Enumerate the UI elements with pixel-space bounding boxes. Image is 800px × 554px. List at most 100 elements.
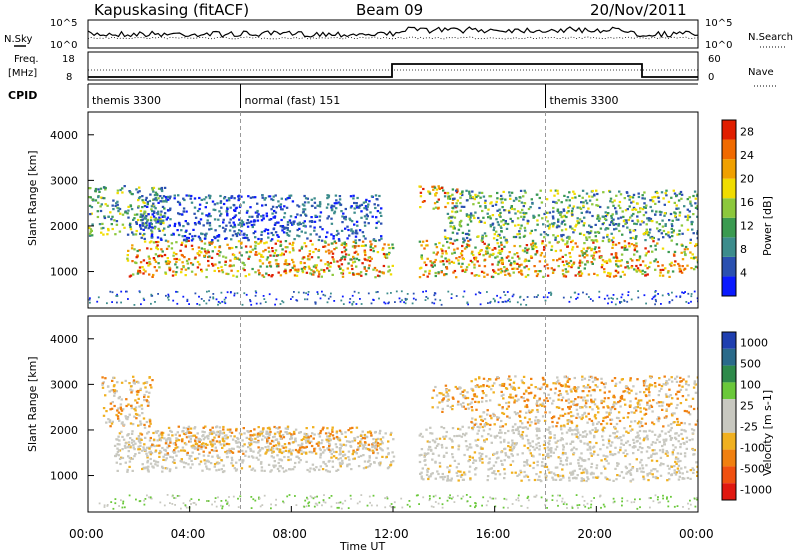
- echo-cell: [495, 218, 498, 221]
- echo-cell: [311, 451, 314, 454]
- echo-cell: [449, 225, 452, 228]
- echo-cell: [362, 444, 365, 447]
- echo-cell: [398, 297, 401, 300]
- echo-cell: [152, 438, 156, 441]
- echo-cell: [533, 478, 537, 482]
- echo-cell: [256, 202, 259, 205]
- echo-cell: [133, 213, 137, 216]
- echo-cell: [655, 452, 658, 455]
- echo-cell: [146, 247, 149, 250]
- echo-cell: [503, 468, 506, 471]
- echo-cell: [357, 244, 360, 248]
- echo-cell: [446, 212, 450, 215]
- echo-cell: [222, 431, 226, 434]
- echo-cell: [354, 239, 357, 242]
- echo-cell: [285, 469, 288, 472]
- echo-cell: [392, 455, 396, 458]
- echo-cell: [377, 444, 380, 447]
- echo-cell: [140, 433, 144, 436]
- echo-cell: [691, 438, 694, 441]
- echo-cell: [165, 439, 168, 442]
- echo-cell: [106, 385, 110, 388]
- echo-cell: [642, 232, 645, 235]
- echo-cell: [277, 271, 280, 274]
- echo-cell: [512, 235, 516, 239]
- echo-cell: [187, 258, 191, 261]
- echo-cell: [228, 229, 232, 232]
- echo-cell: [356, 253, 360, 256]
- echo-cell: [162, 222, 165, 225]
- echo-cell: [146, 218, 150, 221]
- echo-cell: [346, 463, 349, 466]
- echo-cell: [298, 249, 301, 252]
- echo-cell: [592, 239, 595, 242]
- echo-cell: [115, 413, 118, 417]
- echo-cell: [595, 189, 598, 192]
- echo-cell: [320, 239, 324, 242]
- echo-cell: [439, 260, 442, 263]
- echo-cell: [273, 435, 276, 438]
- echo-cell: [420, 244, 423, 247]
- echo-cell: [338, 437, 341, 440]
- echo-cell: [457, 470, 460, 473]
- echo-cell: [674, 460, 677, 463]
- echo-cell: [474, 193, 477, 196]
- echo-cell: [486, 273, 489, 276]
- echo-cell: [141, 467, 144, 471]
- echo-cell: [471, 426, 474, 430]
- echo-cell: [395, 290, 398, 293]
- echo-cell: [137, 199, 140, 202]
- echo-cell: [157, 240, 160, 244]
- echo-cell: [238, 211, 241, 215]
- echo-cell: [549, 432, 552, 435]
- echo-cell: [645, 436, 648, 439]
- echo-cell: [140, 404, 143, 407]
- echo-cell: [608, 273, 612, 276]
- echo-cell: [641, 208, 645, 211]
- echo-cell: [344, 227, 347, 230]
- echo-cell: [148, 376, 151, 379]
- echo-cell: [654, 248, 657, 251]
- echo-cell: [180, 271, 183, 274]
- echo-cell: [542, 275, 545, 278]
- echo-cell: [525, 304, 528, 306]
- echo-cell: [284, 449, 288, 452]
- echo-cell: [572, 261, 576, 264]
- echo-cell: [481, 452, 484, 456]
- echo-cell: [502, 301, 505, 303]
- echo-cell: [645, 450, 649, 453]
- echo-cell: [692, 429, 696, 432]
- echo-cell: [530, 198, 533, 201]
- echo-cell: [164, 196, 168, 199]
- echo-cell: [198, 254, 201, 257]
- echo-cell: [217, 267, 220, 270]
- echo-cell: [584, 263, 587, 266]
- echo-cell: [473, 274, 476, 277]
- echo-cell: [142, 224, 145, 227]
- echo-cell: [489, 300, 492, 303]
- echo-cell: [577, 266, 580, 269]
- echo-cell: [253, 220, 256, 223]
- echo-cell: [496, 263, 500, 266]
- echo-cell: [466, 244, 469, 247]
- echo-cell: [119, 403, 123, 406]
- echo-cell: [444, 237, 447, 240]
- echo-cell: [654, 213, 657, 216]
- echo-cell: [651, 220, 654, 223]
- echo-cell: [88, 232, 92, 235]
- echo-cell: [567, 210, 570, 213]
- echo-cell: [561, 444, 565, 447]
- echo-cell: [387, 270, 390, 273]
- echo-cell: [349, 427, 352, 430]
- echo-cell: [247, 441, 251, 445]
- echo-cell: [601, 215, 604, 218]
- echo-cell: [282, 253, 285, 256]
- echo-cell: [204, 442, 207, 446]
- echo-cell: [681, 244, 684, 247]
- echo-cell: [336, 260, 339, 263]
- echo-cell: [683, 455, 687, 458]
- echo-cell: [522, 235, 526, 238]
- echo-cell: [221, 300, 224, 303]
- echo-cell: [369, 259, 372, 263]
- echo-cell: [459, 202, 462, 205]
